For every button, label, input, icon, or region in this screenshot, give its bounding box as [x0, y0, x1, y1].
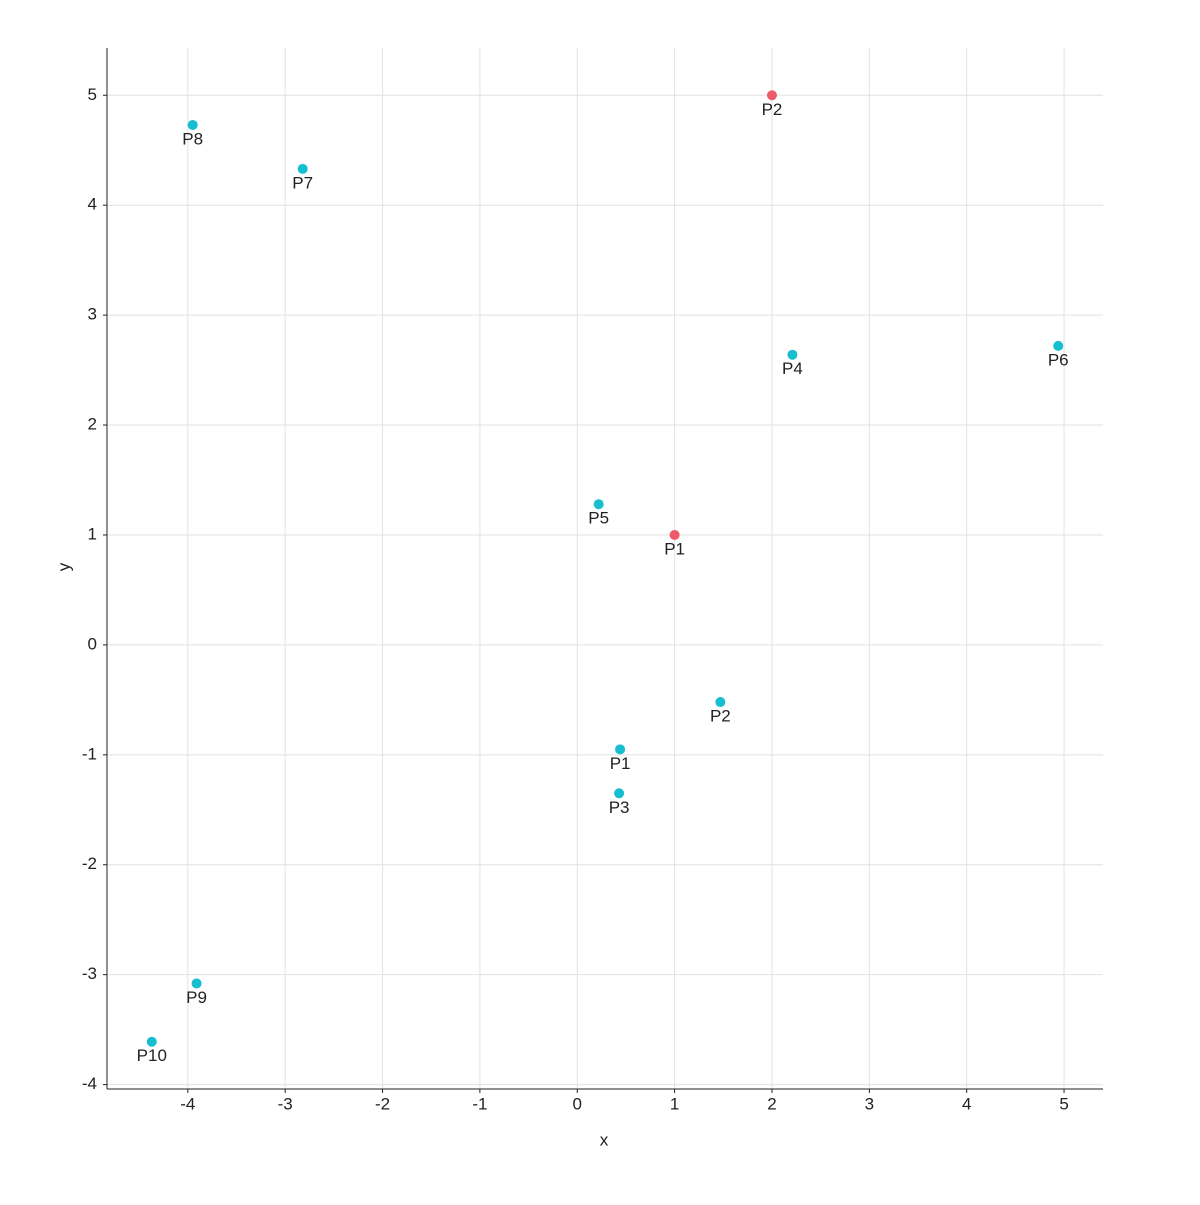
point-label: P9 [186, 988, 207, 1007]
point-label: P2 [762, 100, 783, 119]
point-label: P1 [664, 539, 685, 558]
point [669, 529, 680, 540]
y-tick-label: 2 [88, 415, 97, 434]
x-tick-label: -3 [278, 1094, 293, 1113]
x-tick-label: 3 [865, 1094, 874, 1113]
point-label: P3 [609, 798, 630, 817]
y-tick-label: 4 [88, 195, 97, 214]
point-label: P4 [782, 359, 803, 378]
point [766, 90, 777, 101]
point [191, 978, 202, 989]
y-tick-label: 3 [88, 305, 97, 324]
point [146, 1036, 157, 1047]
y-axis-label: y [54, 562, 73, 571]
y-tick-label: -4 [82, 1074, 97, 1093]
x-tick-label: -2 [375, 1094, 390, 1113]
y-tick-label: -2 [82, 854, 97, 873]
point [297, 163, 308, 174]
point-label: P2 [710, 707, 731, 726]
point-label: P7 [292, 173, 313, 192]
x-tick-label: 4 [962, 1094, 971, 1113]
point-label: P10 [137, 1046, 167, 1065]
point [1053, 340, 1064, 351]
point-label: P8 [182, 129, 203, 148]
point-label: P6 [1048, 350, 1069, 369]
x-tick-label: 2 [767, 1094, 776, 1113]
y-tick-label: 5 [88, 85, 97, 104]
point [787, 349, 798, 360]
x-tick-label: -4 [180, 1094, 195, 1113]
x-tick-label: 0 [573, 1094, 582, 1113]
x-tick-label: 5 [1059, 1094, 1068, 1113]
x-axis-label: x [600, 1130, 609, 1149]
point [593, 499, 604, 510]
point [615, 744, 626, 755]
point-label: P5 [588, 509, 609, 528]
point [614, 788, 625, 799]
x-tick-label: -1 [472, 1094, 487, 1113]
y-tick-label: -3 [82, 964, 97, 983]
point [187, 119, 198, 130]
y-tick-label: 0 [88, 634, 97, 653]
point [715, 697, 726, 708]
y-tick-label: -1 [82, 744, 97, 763]
y-tick-label: 1 [88, 524, 97, 543]
x-tick-label: 1 [670, 1094, 679, 1113]
point-label: P1 [610, 754, 631, 773]
